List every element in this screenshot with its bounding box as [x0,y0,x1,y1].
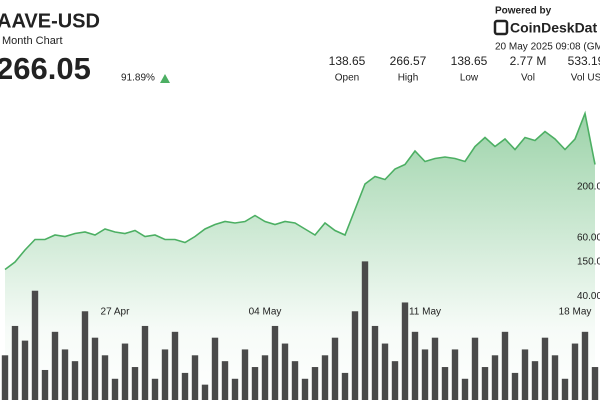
volume-bar [351,311,359,400]
volume-bar [241,349,249,400]
volume-bar [331,337,339,400]
volume-bar [251,367,259,400]
change: 91.89% [121,73,155,84]
volume-bar [111,378,119,400]
volume-bar [171,331,179,400]
x-tick-label: 18 May [559,307,592,318]
y2-tick-label: 40.00 [577,291,600,302]
volume-bar [1,355,9,400]
y-tick-label: 150.0 [577,257,600,268]
volume-bar [151,378,159,400]
volume-bar [161,349,169,400]
chart-subtitle: Month Chart [2,35,63,47]
volume-bar [381,343,389,400]
volume-bar [441,367,449,400]
powered-by: Powered by [495,6,552,17]
stat-label: Open [335,73,359,84]
volume-bar [491,355,499,400]
volume-bar [281,343,289,400]
volume-bar [61,349,69,400]
x-tick-label: 11 May [409,307,441,318]
chart-title: AAVE-USD [0,10,100,32]
volume-bar [371,325,379,400]
volume-bar [51,331,59,400]
volume-bar [421,349,429,400]
volume-bar [321,355,329,400]
volume-bar [121,343,129,400]
y2-tick-label: 60.00 [577,233,600,244]
up-arrow [160,74,170,83]
stat-value: 266.57 [390,54,427,68]
brand: CoinDeskDat [510,20,597,36]
stat-value: 2.77 M [510,54,547,68]
volume-bar [101,355,109,400]
volume-bar [231,378,239,400]
plot-area [1,110,599,400]
volume-bar [261,355,269,400]
volume-bar [501,331,509,400]
x-tick-label: 04 May [249,307,282,318]
stat-value: 138.65 [329,54,366,68]
timestamp: 20 May 2025 09:08 (GM [495,42,600,53]
volume-bar [271,325,279,400]
volume-bar [451,349,459,400]
volume-bar [461,378,469,400]
stat-label: Vol US [571,73,600,84]
volume-bar [221,361,229,400]
volume-bar [81,311,89,400]
volume-bar [181,372,189,400]
brand-logo [493,19,509,36]
volume-bar [521,349,529,400]
volume-bar [31,290,39,400]
volume-bar [431,337,439,400]
volume-bar [511,372,519,400]
price: 266.05 [0,51,91,86]
volume-bar [531,361,539,400]
volume-bar [561,378,569,400]
volume-bar [571,343,579,400]
volume-bar [391,361,399,400]
volume-bar [41,369,49,400]
volume-bar [201,384,209,400]
x-tick-label: 27 Apr [101,307,131,318]
volume-bar [581,331,589,400]
volume-bar [411,331,419,400]
volume-bar [481,367,489,400]
volume-bar [541,337,549,400]
volume-bar [131,367,139,400]
volume-bar [361,261,369,400]
stat-label: Low [460,73,479,84]
volume-bar [291,361,299,400]
volume-bar [141,325,149,400]
volume-bar [91,337,99,400]
price-line [4,110,596,271]
volume-bar [591,367,599,400]
volume-bar [301,378,309,400]
volume-bar [71,361,79,400]
volume-bar [401,302,409,400]
volume-bar [211,337,219,400]
volume-bar [311,367,319,400]
volume-bar [191,355,199,400]
stat-value: 533.19 [568,54,600,68]
price-area [5,113,595,400]
y-tick-label: 200.0 [577,182,600,193]
volume-bar [471,337,479,400]
stat-label: High [398,73,419,84]
stat-value: 138.65 [451,54,488,68]
volume-bar [21,340,29,400]
stat-label: Vol [521,73,535,84]
volume-bar [11,325,19,400]
volume-bar [551,355,559,400]
volume-bar [341,372,349,400]
